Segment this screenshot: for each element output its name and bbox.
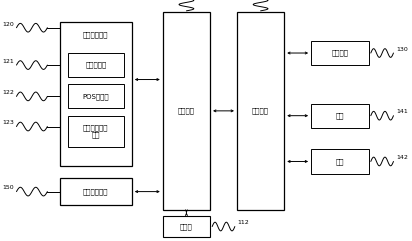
- Bar: [311, 41, 369, 65]
- Text: 142: 142: [396, 155, 408, 160]
- Text: 结构光测距传
感器: 结构光测距传 感器: [83, 124, 108, 138]
- Text: 深度传感器: 深度传感器: [85, 62, 106, 68]
- Text: 120: 120: [2, 21, 14, 27]
- Text: 处理单元: 处理单元: [178, 107, 195, 114]
- Text: 图像采集单元: 图像采集单元: [83, 32, 108, 38]
- Bar: [311, 104, 369, 128]
- Text: 存储器: 存储器: [180, 223, 193, 230]
- Bar: [68, 53, 124, 77]
- Text: 121: 121: [2, 59, 14, 64]
- Text: 130: 130: [396, 47, 408, 52]
- Bar: [68, 116, 124, 147]
- Text: 驱动单元: 驱动单元: [252, 107, 269, 114]
- Text: POS传感器: POS传感器: [82, 93, 109, 100]
- Text: 122: 122: [2, 90, 14, 95]
- Bar: [163, 216, 210, 237]
- Text: 150: 150: [3, 185, 14, 190]
- Text: 141: 141: [396, 109, 408, 114]
- Text: 112: 112: [238, 220, 250, 225]
- Text: 右轮: 右轮: [336, 158, 344, 165]
- Bar: [68, 84, 124, 108]
- Bar: [60, 178, 132, 205]
- Text: 左轮: 左轮: [336, 112, 344, 119]
- Bar: [163, 12, 210, 210]
- Text: 123: 123: [2, 120, 14, 125]
- Text: 报生单元: 报生单元: [331, 50, 349, 56]
- Bar: [60, 22, 132, 166]
- Bar: [237, 12, 284, 210]
- Text: 障碍物传感器: 障碍物传感器: [83, 188, 108, 195]
- Bar: [311, 149, 369, 174]
